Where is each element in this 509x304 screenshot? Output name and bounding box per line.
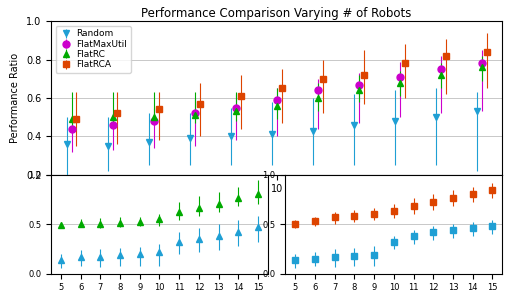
Y-axis label: Performance Ratio: Performance Ratio — [10, 53, 20, 143]
Title: Performance Comparison Varying # of Robots: Performance Comparison Varying # of Robo… — [141, 7, 411, 20]
Legend: Random, FlatMaxUtil, FlatRC, FlatRCA: Random, FlatMaxUtil, FlatRC, FlatRCA — [55, 26, 130, 73]
Text: FlatRC: FlatRC — [157, 194, 188, 204]
Text: FlatRCA: FlatRCA — [361, 194, 399, 204]
